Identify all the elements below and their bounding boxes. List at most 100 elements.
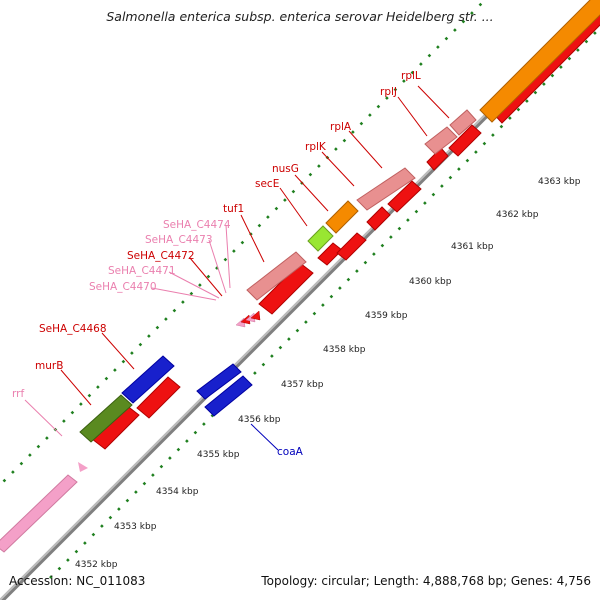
scale-tick — [550, 73, 555, 78]
scale-tick — [151, 473, 155, 477]
scale-label: 4362 kbp — [496, 210, 539, 220]
label-nusG[interactable]: nusG — [272, 163, 299, 175]
scale-tick — [482, 141, 487, 146]
scale-tick — [121, 359, 126, 364]
scale-tick — [176, 447, 181, 452]
scale-tick — [79, 402, 83, 406]
label-coaA[interactable]: coaA — [277, 446, 304, 458]
scale-tick — [397, 226, 402, 231]
cds-murB[interactable] — [79, 394, 133, 443]
scale-tick — [57, 566, 62, 571]
scale-tick — [2, 478, 7, 483]
scale-tick — [70, 410, 75, 415]
scale-tick — [410, 70, 415, 75]
cds-SeHA_C4468[interactable] — [121, 355, 175, 404]
tick-row-outer — [2, 2, 483, 483]
label-rplA[interactable]: rplA — [330, 121, 352, 133]
scale-tick — [317, 164, 321, 168]
cds-coaA-2[interactable] — [204, 375, 253, 417]
scale-tick — [270, 354, 274, 358]
scale-tick — [334, 147, 338, 151]
scale-tick — [351, 130, 355, 134]
scale-tick — [359, 121, 364, 126]
label-SeHA_C4470[interactable]: SeHA_C4470 — [89, 281, 157, 293]
cds-secE[interactable] — [307, 225, 334, 252]
cds-tuf1[interactable] — [246, 251, 307, 301]
scale-tick — [448, 175, 453, 180]
scale-tick — [423, 201, 427, 205]
scale-tick — [83, 541, 87, 545]
label-secE[interactable]: secE — [255, 178, 279, 190]
cds-nusG[interactable] — [325, 200, 359, 234]
scale-labels: 4352 kbp 4353 kbp 4354 kbp 4355 kbp 4356… — [75, 177, 581, 570]
cds-rplK-outer[interactable] — [366, 206, 391, 231]
scale-tick — [372, 252, 376, 256]
scale-label: 4357 kbp — [281, 380, 324, 390]
scale-tick — [96, 385, 100, 389]
scale-tick — [193, 430, 198, 435]
scale-tick — [368, 113, 372, 117]
scale-tick — [393, 87, 398, 92]
scale-tick — [457, 167, 461, 171]
scale-tick — [516, 107, 521, 112]
scale-tick — [402, 79, 406, 83]
gene-rrf[interactable] — [0, 474, 78, 553]
scale-tick — [508, 116, 512, 120]
scale-tick — [185, 439, 189, 443]
scale-tick — [427, 53, 432, 58]
genome-summary-text: Topology: circular; Length: 4,888,768 bp… — [261, 574, 591, 588]
scale-tick — [584, 39, 589, 44]
scale-tick — [431, 192, 436, 197]
scale-tick — [470, 11, 474, 15]
cds-rpoB[interactable] — [479, 0, 600, 123]
scale-label: 4356 kbp — [238, 415, 281, 425]
cds-coaA-1[interactable] — [196, 363, 242, 400]
label-SeHA_C4471[interactable]: SeHA_C4471 — [108, 265, 176, 277]
scale-tick — [389, 235, 393, 239]
small-genes-cluster[interactable] — [235, 310, 261, 328]
scale-tick — [198, 283, 202, 287]
cds-rplA-outer[interactable] — [387, 180, 422, 213]
label-murB[interactable]: murB — [35, 360, 63, 372]
cds-nusG-outer[interactable] — [336, 232, 367, 261]
label-rplK[interactable]: rplK — [305, 141, 327, 153]
scale-tick — [499, 124, 504, 129]
scale-tick — [257, 223, 262, 228]
label-leaders — [24, 85, 450, 451]
scale-tick — [338, 286, 342, 290]
label-rplJ[interactable]: rplJ — [380, 86, 397, 98]
scale-tick — [159, 464, 164, 469]
scale-tick — [155, 325, 160, 330]
scale-label: 4354 kbp — [156, 487, 199, 497]
scale-tick — [525, 99, 529, 103]
cds-rplL-outer[interactable] — [448, 124, 482, 157]
label-SeHA_C4474[interactable]: SeHA_C4474 — [163, 219, 231, 231]
cds-rplJ[interactable] — [424, 126, 458, 155]
scale-tick — [406, 218, 410, 222]
scale-tick — [474, 150, 478, 154]
scale-tick — [240, 240, 245, 245]
cds-rplK-rplA[interactable] — [356, 167, 416, 211]
scale-tick — [559, 65, 563, 69]
scale-tick — [278, 345, 283, 350]
scale-tick — [172, 308, 177, 313]
gene-rrf-arrow — [78, 462, 88, 472]
label-rrf[interactable]: rrf — [12, 388, 24, 400]
scale-tick — [138, 342, 143, 347]
label-tuf1[interactable]: tuf1 — [223, 203, 244, 215]
scale-tick — [142, 481, 147, 486]
scale-tick — [66, 558, 70, 562]
label-SeHA_C4468[interactable]: SeHA_C4468 — [39, 323, 107, 335]
label-rplL[interactable]: rplL — [401, 70, 421, 82]
cds-rplL[interactable] — [449, 109, 477, 136]
scale-tick — [453, 28, 457, 32]
scale-tick — [45, 436, 49, 440]
scale-tick — [355, 269, 359, 273]
label-SeHA_C4473[interactable]: SeHA_C4473 — [145, 234, 213, 246]
scale-tick — [147, 334, 151, 338]
scale-tick — [49, 575, 53, 579]
scale-ticks — [2, 2, 597, 579]
cds-SeHA_C4468-outer[interactable] — [136, 376, 181, 419]
label-SeHA_C4472[interactable]: SeHA_C4472 — [127, 250, 195, 262]
